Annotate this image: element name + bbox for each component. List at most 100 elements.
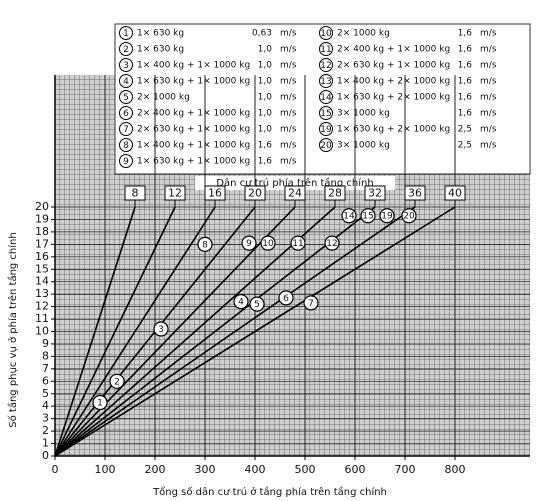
legend-circle <box>119 106 133 120</box>
y-tick-label: 5 <box>42 387 49 400</box>
legend-number: 3 <box>123 61 129 71</box>
y-tick-label: 16 <box>35 250 49 263</box>
x-tick-label: 200 <box>145 463 166 476</box>
y-tick-label: 2 <box>42 424 49 437</box>
config-label: 8 <box>202 240 208 250</box>
legend-speed: 1,6 <box>458 45 473 55</box>
legend-circle <box>119 74 133 88</box>
legend-number: 10 <box>320 29 332 39</box>
legend-unit: m/s <box>480 141 497 151</box>
series-label: 32 <box>368 187 382 200</box>
legend-number: 7 <box>123 125 129 135</box>
legend-config: 1× 400 kg + 2× 1000 kg <box>337 77 450 87</box>
x-tick-label: 100 <box>95 463 116 476</box>
legend-number: 1 <box>123 29 129 39</box>
legend-config: 3× 1000 kg <box>337 109 390 119</box>
legend-number: 8 <box>123 141 129 151</box>
legend-number: 19 <box>320 125 332 135</box>
density-line <box>54 206 456 457</box>
legend-unit: m/s <box>480 45 497 55</box>
legend-unit: m/s <box>480 77 497 87</box>
legend-unit: m/s <box>280 93 297 103</box>
y-tick-label: 15 <box>35 262 49 275</box>
y-tick-label: 18 <box>35 225 49 238</box>
series-label: 28 <box>328 187 342 200</box>
legend-speed: 2,5 <box>458 141 472 151</box>
legend-circle <box>319 58 333 72</box>
density-line <box>54 206 136 457</box>
label-box <box>244 185 266 201</box>
config-marker <box>241 235 257 251</box>
legend-circle <box>319 122 333 136</box>
config-marker <box>249 296 265 312</box>
legend-number: 4 <box>123 77 129 87</box>
legend-config: 2× 1000 kg <box>137 93 190 103</box>
y-tick-label: 3 <box>42 412 49 425</box>
legend-config: 1× 630 kg + 2× 1000 kg <box>337 93 450 103</box>
y-tick-label: 1 <box>42 437 49 450</box>
label-box <box>324 185 346 201</box>
config-label: 12 <box>326 239 337 249</box>
config-label: 4 <box>238 298 244 308</box>
legend-config: 2× 400 kg + 1× 1000 kg <box>337 45 450 55</box>
config-marker <box>260 235 276 251</box>
legend-unit: m/s <box>480 93 497 103</box>
legend-config: 1× 630 kg + 1× 1000 kg <box>137 157 250 167</box>
density-line <box>54 206 296 457</box>
legend-config: 2× 1000 kg <box>337 29 390 39</box>
legend-config: 1× 630 kg <box>137 45 184 55</box>
legend-circle <box>319 90 333 104</box>
legend-number: 14 <box>320 93 332 103</box>
legend-config: 2× 630 kg + 1× 1000 kg <box>337 61 450 71</box>
config-marker <box>153 321 169 337</box>
y-tick-label: 0 <box>42 449 49 462</box>
legend-config: 1× 630 kg + 2× 1000 kg <box>337 125 450 135</box>
legend-circle <box>119 58 133 72</box>
config-marker <box>341 208 357 224</box>
series-label: 16 <box>208 187 222 200</box>
series-label: 24 <box>288 187 302 200</box>
legend-unit: m/s <box>280 29 297 39</box>
legend-speed: 1,0 <box>258 77 273 87</box>
legend-circle <box>119 26 133 40</box>
legend-unit: m/s <box>480 29 497 39</box>
legend-unit: m/s <box>280 77 297 87</box>
legend-circle <box>119 154 133 168</box>
y-tick-label: 10 <box>35 325 49 338</box>
legend-config: 1× 630 kg <box>137 29 184 39</box>
x-tick-label: 400 <box>245 463 266 476</box>
y-tick-label: 9 <box>42 337 49 350</box>
legend-number: 20 <box>320 141 332 151</box>
legend-speed: 1,0 <box>258 45 273 55</box>
legend-circle <box>119 122 133 136</box>
y-tick-label: 14 <box>35 275 49 288</box>
legend-unit: m/s <box>480 109 497 119</box>
legend-speed: 1,0 <box>258 93 273 103</box>
density-line <box>54 206 216 457</box>
config-label: 1 <box>97 398 103 408</box>
legend-number: 6 <box>123 109 129 119</box>
legend-config: 1× 400 kg + 1× 1000 kg <box>137 141 250 151</box>
config-marker <box>233 294 249 310</box>
series-label: 20 <box>248 187 262 200</box>
y-tick-label: 4 <box>42 399 49 412</box>
legend-speed: 0,63 <box>252 29 272 39</box>
legend-number: 9 <box>123 157 129 167</box>
legend-circle <box>319 106 333 120</box>
config-label: 11 <box>292 239 303 249</box>
legend-circle <box>319 138 333 152</box>
config-marker <box>92 394 108 411</box>
legend-unit: m/s <box>480 125 497 135</box>
config-marker <box>401 208 417 224</box>
legend-number: 13 <box>320 77 331 87</box>
legend-circle <box>319 42 333 56</box>
config-marker <box>303 295 319 311</box>
legend-speed: 2,5 <box>458 125 472 135</box>
label-box <box>404 185 426 201</box>
legend-unit: m/s <box>280 125 297 135</box>
legend-speed: 1,0 <box>258 125 273 135</box>
label-box <box>284 185 306 201</box>
series-label: 12 <box>168 187 182 200</box>
series-label: 40 <box>448 187 462 200</box>
